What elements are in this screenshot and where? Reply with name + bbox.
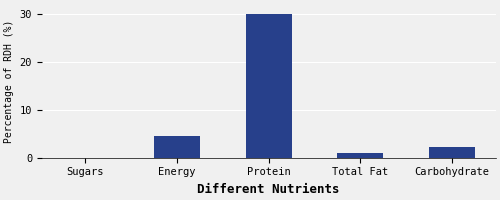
Bar bbox=[154, 136, 200, 158]
Bar bbox=[429, 147, 475, 158]
Bar bbox=[246, 14, 292, 158]
X-axis label: Different Nutrients: Different Nutrients bbox=[198, 183, 340, 196]
Bar bbox=[338, 153, 384, 158]
Y-axis label: Percentage of RDH (%): Percentage of RDH (%) bbox=[4, 19, 14, 143]
